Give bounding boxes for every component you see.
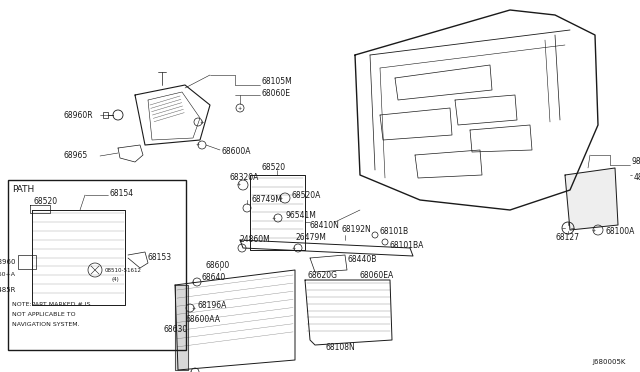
Text: 68749M: 68749M <box>252 196 283 205</box>
Text: 68440B: 68440B <box>348 256 378 264</box>
Text: NOTE:PART MARKED # IS: NOTE:PART MARKED # IS <box>12 302 90 308</box>
Text: 68100A: 68100A <box>605 228 634 237</box>
Text: 68196A: 68196A <box>198 301 227 310</box>
Text: PATH: PATH <box>12 186 35 195</box>
Text: +: + <box>238 106 242 110</box>
Text: 68410N: 68410N <box>310 221 340 230</box>
Text: 68630: 68630 <box>163 326 188 334</box>
Text: (4): (4) <box>112 278 120 282</box>
Text: *68485R: *68485R <box>0 287 16 293</box>
Text: +: + <box>196 142 200 148</box>
Text: 48433C: 48433C <box>634 173 640 183</box>
Text: 98515: 98515 <box>632 157 640 167</box>
Text: 68060E: 68060E <box>262 89 291 97</box>
Text: 26479M: 26479M <box>295 234 326 243</box>
Polygon shape <box>175 285 188 370</box>
Text: 68960+A: 68960+A <box>0 273 16 278</box>
Text: +: + <box>237 183 241 187</box>
Text: 68154: 68154 <box>110 189 134 198</box>
Text: 68520: 68520 <box>262 164 286 173</box>
Text: +: + <box>292 246 296 250</box>
Text: 68192N: 68192N <box>342 225 372 234</box>
Text: +: + <box>192 305 196 311</box>
Text: 68520A: 68520A <box>292 190 321 199</box>
Text: 68640: 68640 <box>202 273 227 282</box>
Text: 68320A: 68320A <box>230 173 259 183</box>
Text: 68965: 68965 <box>64 151 88 160</box>
Text: 68101BA: 68101BA <box>390 241 424 250</box>
Text: 68520: 68520 <box>34 198 58 206</box>
Text: 68960: 68960 <box>0 259 16 265</box>
Text: 68620G: 68620G <box>308 270 338 279</box>
Text: 68060EA: 68060EA <box>360 270 394 279</box>
Text: 24860M: 24860M <box>240 235 271 244</box>
Bar <box>18 255 36 269</box>
Text: 68105M: 68105M <box>262 77 292 87</box>
Text: 68108N: 68108N <box>325 343 355 353</box>
Text: 68101B: 68101B <box>380 228 409 237</box>
Text: 68600AA: 68600AA <box>185 315 220 324</box>
Bar <box>103 112 108 118</box>
Text: 68600: 68600 <box>205 260 229 269</box>
Text: +: + <box>200 119 204 125</box>
Text: +: + <box>279 196 283 201</box>
Text: +: + <box>189 369 193 372</box>
Text: +: + <box>191 279 195 285</box>
Text: 68153: 68153 <box>148 253 172 263</box>
Bar <box>8 180 186 350</box>
Text: NAVIGATION SYSTEM.: NAVIGATION SYSTEM. <box>12 323 79 327</box>
Text: J680005K: J680005K <box>592 359 625 365</box>
Polygon shape <box>565 168 618 230</box>
Text: 68960R: 68960R <box>64 110 93 119</box>
Text: 68600A: 68600A <box>222 148 252 157</box>
Text: NOT APPLICABLE TO: NOT APPLICABLE TO <box>12 312 76 317</box>
Text: +: + <box>272 215 276 221</box>
Text: 96541M: 96541M <box>285 212 316 221</box>
Text: +: + <box>592 228 596 232</box>
Text: 68127: 68127 <box>555 234 579 243</box>
Text: 08510-51612: 08510-51612 <box>105 267 142 273</box>
